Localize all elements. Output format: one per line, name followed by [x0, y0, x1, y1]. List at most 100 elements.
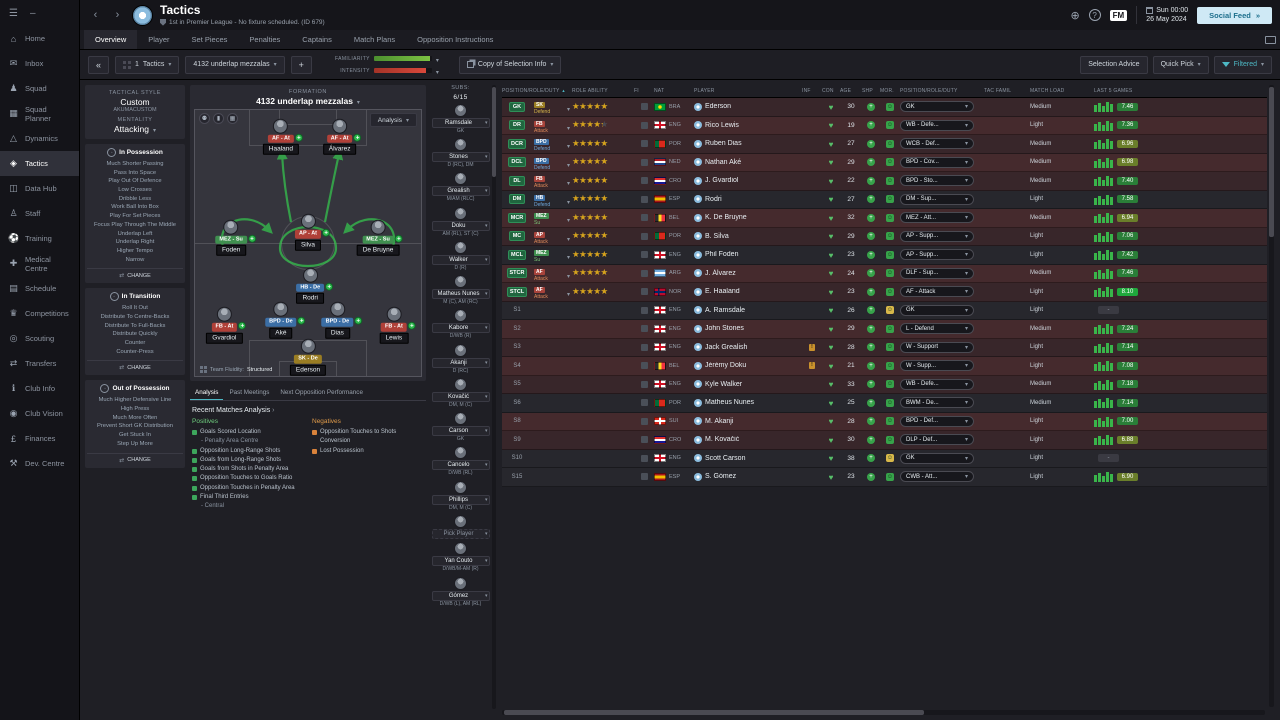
in-possession-change-button[interactable]: CHANGE	[87, 268, 183, 279]
player-name[interactable]: Haaland	[262, 143, 299, 155]
table-row[interactable]: DR FB Attack	[502, 116, 1267, 135]
player-name[interactable]: Gvardiol	[206, 332, 243, 344]
player-cell[interactable]: Phil Foden	[694, 250, 802, 259]
table-row[interactable]: S3 ENG J	[502, 338, 1267, 357]
header-mor[interactable]: MOR.	[880, 88, 894, 94]
header-age[interactable]: AGE	[840, 88, 852, 94]
current-role-cell[interactable]: FB Attack	[534, 172, 572, 189]
add-instruction-icon[interactable]	[297, 316, 306, 325]
sub-slot[interactable]: Gómez D/WB (L), AM (RL)	[431, 576, 490, 608]
current-role-cell[interactable]: FB Attack	[534, 117, 572, 134]
player-role-pill[interactable]: MEZ - Su	[362, 234, 403, 244]
player-cell[interactable]: Ruben Dias	[694, 139, 802, 148]
header-match-load[interactable]: MATCH LOAD	[1030, 88, 1065, 94]
sub-name-selector[interactable]: Walker	[431, 254, 490, 265]
globe-icon[interactable]	[1070, 9, 1079, 22]
tab[interactable]: Match Plans	[353, 35, 396, 44]
role-duty-dropdown[interactable]: W - Supp...	[900, 360, 974, 372]
role-duty-dropdown[interactable]: GK	[900, 304, 974, 316]
player-name[interactable]: Lewis	[379, 332, 409, 344]
player-name[interactable]: Silva	[294, 239, 322, 251]
forward-arrow-button[interactable]	[110, 8, 125, 23]
player-role-pill[interactable]: FB - At	[211, 322, 247, 332]
player-role-pill[interactable]: AP - At	[294, 229, 331, 239]
table-row[interactable]: GK SK Defend	[502, 98, 1267, 117]
sidebar-item[interactable]: ◉ Club Vision	[0, 401, 79, 426]
current-role-cell[interactable]: BPD Defend	[534, 135, 572, 152]
player-cell[interactable]: Rodri	[694, 195, 802, 204]
role-duty-dropdown[interactable]: BPD - Cov...	[900, 156, 974, 168]
sub-slot[interactable]: Yan Couto D/WB/M-AM (R)	[431, 542, 490, 573]
add-instruction-icon[interactable]	[247, 234, 256, 243]
player-role-pill[interactable]: FB - At	[380, 322, 416, 332]
sidebar-item[interactable]: ℹ Club Info	[0, 376, 79, 401]
table-row[interactable]: S2 ENG J	[502, 320, 1267, 339]
header-position-role-duty-2[interactable]: POSITION/ROLE/DUTY	[900, 88, 958, 94]
table-row[interactable]: STCR AF Attack	[502, 264, 1267, 283]
in-transition-change-button[interactable]: CHANGE	[87, 360, 183, 371]
role-duty-dropdown[interactable]: AF - Attack	[900, 286, 974, 298]
back-arrow-button[interactable]	[88, 8, 103, 23]
tactic-slot-selector[interactable]: 1 Tactics	[115, 55, 180, 74]
monitor-icon[interactable]	[1265, 35, 1276, 44]
player-cell[interactable]: K. De Bruyne	[694, 213, 802, 222]
role-duty-dropdown[interactable]: BPD - Def...	[900, 415, 974, 427]
player-role-pill[interactable]: SK - De	[294, 355, 322, 364]
pitch-player[interactable]: MEZ - Su De Bruyne	[356, 219, 403, 256]
filtered-button[interactable]: Filtered	[1213, 55, 1272, 74]
table-row[interactable]: S4 BEL J	[502, 357, 1267, 376]
player-role-pill[interactable]: HB - De	[296, 282, 334, 292]
sub-name-selector[interactable]: Kabore	[431, 323, 490, 334]
sub-name-selector[interactable]: Yan Couto	[431, 556, 490, 567]
role-duty-dropdown[interactable]: AP - Supp...	[900, 230, 974, 242]
sub-name-selector[interactable]: Stones	[431, 152, 490, 163]
add-tactic-button[interactable]	[290, 55, 312, 74]
tab[interactable]: Penalties	[249, 35, 281, 44]
table-row[interactable]: DM HB Defend	[502, 190, 1267, 209]
header-nat[interactable]: NAT	[654, 88, 665, 94]
sub-slot[interactable]: Kovačić DM, M (C)	[431, 377, 490, 409]
tactic-name-selector[interactable]: 4132 underlap mezzalas	[185, 55, 285, 74]
player-cell[interactable]: Matheus Nunes	[694, 398, 802, 407]
sub-name-selector[interactable]: Doku	[431, 220, 490, 231]
grid-view-icon[interactable]: ▦	[227, 113, 238, 124]
subs-scrollbar-thumb[interactable]	[492, 87, 496, 177]
sub-slot[interactable]: Doku AM (RL), ST (C)	[431, 206, 490, 238]
header-tac-famil[interactable]: TAC FAMIL	[984, 88, 1012, 94]
role-duty-dropdown[interactable]: BPD - Sto...	[900, 175, 974, 187]
player-role-pill[interactable]: MEZ - Su	[215, 234, 256, 244]
table-row[interactable]: MCL MEZ Su	[502, 246, 1267, 265]
header-inf[interactable]: INF	[802, 88, 811, 94]
current-role-cell[interactable]: AP Attack	[534, 228, 572, 245]
player-cell[interactable]: J. Álvarez	[694, 269, 802, 278]
table-row[interactable]: S5 ENG K	[502, 375, 1267, 394]
add-instruction-icon[interactable]	[322, 229, 331, 238]
player-name[interactable]: Foden	[215, 244, 247, 256]
sub-slot[interactable]: Stones D (RC), DM	[431, 138, 490, 169]
player-cell[interactable]: S. Gómez	[694, 472, 802, 481]
add-instruction-icon[interactable]	[394, 234, 403, 243]
social-feed-button[interactable]: Social Feed	[1197, 6, 1272, 24]
pitch-player[interactable]: FB - At Gvardiol	[206, 307, 247, 344]
role-duty-dropdown[interactable]: W - Support	[900, 341, 974, 353]
table-row[interactable]: S6 POR M	[502, 394, 1267, 413]
table-row[interactable]: DCR BPD Defend	[502, 135, 1267, 154]
analysis-tab[interactable]: Next Opposition Performance	[280, 389, 363, 396]
player-role-pill[interactable]: BPD - De	[321, 316, 363, 327]
sub-slot[interactable]: Phillips DM, M (C)	[431, 480, 490, 512]
add-instruction-icon[interactable]	[325, 282, 334, 291]
chevron-down-icon[interactable]	[436, 54, 439, 64]
sub-slot[interactable]: Ramsdale GK	[431, 103, 490, 135]
pitch-player[interactable]: BPD - De Aké	[265, 301, 306, 339]
current-role-cell[interactable]: HB Defend	[534, 191, 572, 208]
tab[interactable]: Opposition Instructions	[417, 35, 494, 44]
chart-view-icon[interactable]: ▮	[213, 113, 224, 124]
table-row[interactable]: MCR MEZ Su	[502, 209, 1267, 228]
pitch-player[interactable]: AF - At Haaland	[262, 118, 303, 155]
sidebar-item[interactable]: ◫ Data Hub	[0, 176, 79, 201]
tab[interactable]: Overview	[84, 30, 138, 49]
sidebar-item[interactable]: ♙ Staff	[0, 201, 79, 226]
table-horizontal-scrollbar[interactable]	[502, 710, 1265, 715]
tab[interactable]: Set Pieces	[191, 35, 228, 44]
sidebar-item[interactable]: ◎ Scouting	[0, 326, 79, 351]
